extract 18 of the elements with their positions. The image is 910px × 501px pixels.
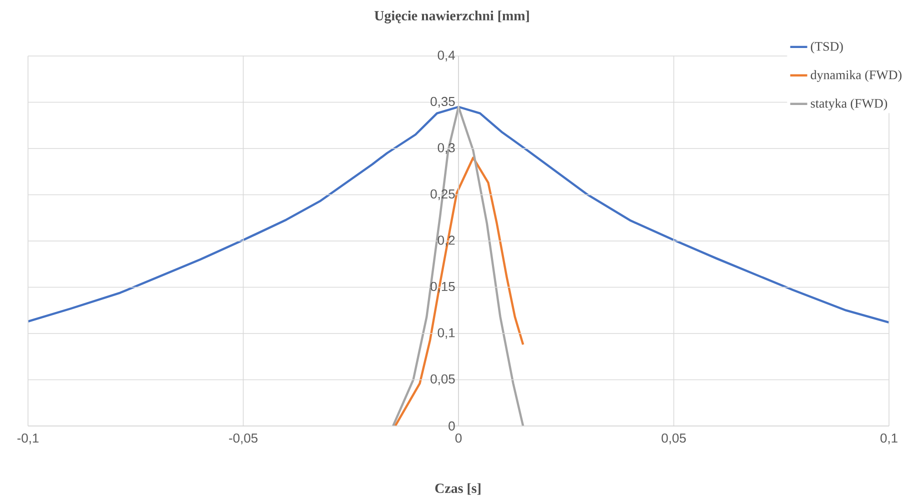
x-tick-label: 0 [455,434,462,443]
y-tick-label: 0 [448,421,455,431]
y-tick-label: 0,3 [438,143,455,154]
x-tick-label: 0,05 [662,434,686,444]
y-tick-label: 0,2 [438,236,455,246]
x-axis-title: Czas [s] [435,483,480,495]
legend-label: (TSD) [810,42,843,54]
legend-label: statyka (FWD) [810,98,888,110]
x-tick-label: 0,1 [880,434,898,444]
y-tick-label: 0,1 [438,328,455,339]
chart-title: Ugięcie nawierzchni [mm] [374,10,529,24]
legend-label: dynamika (FWD) [810,70,902,82]
y-tick-label: 0,4 [438,50,455,62]
y-tick-label: 0,05 [430,374,455,386]
y-tick-label: 0,25 [430,189,455,200]
x-tick-label: -0,1 [17,434,39,444]
y-tick-label: 0,35 [430,96,455,108]
x-tick-label: -0,05 [229,434,258,444]
